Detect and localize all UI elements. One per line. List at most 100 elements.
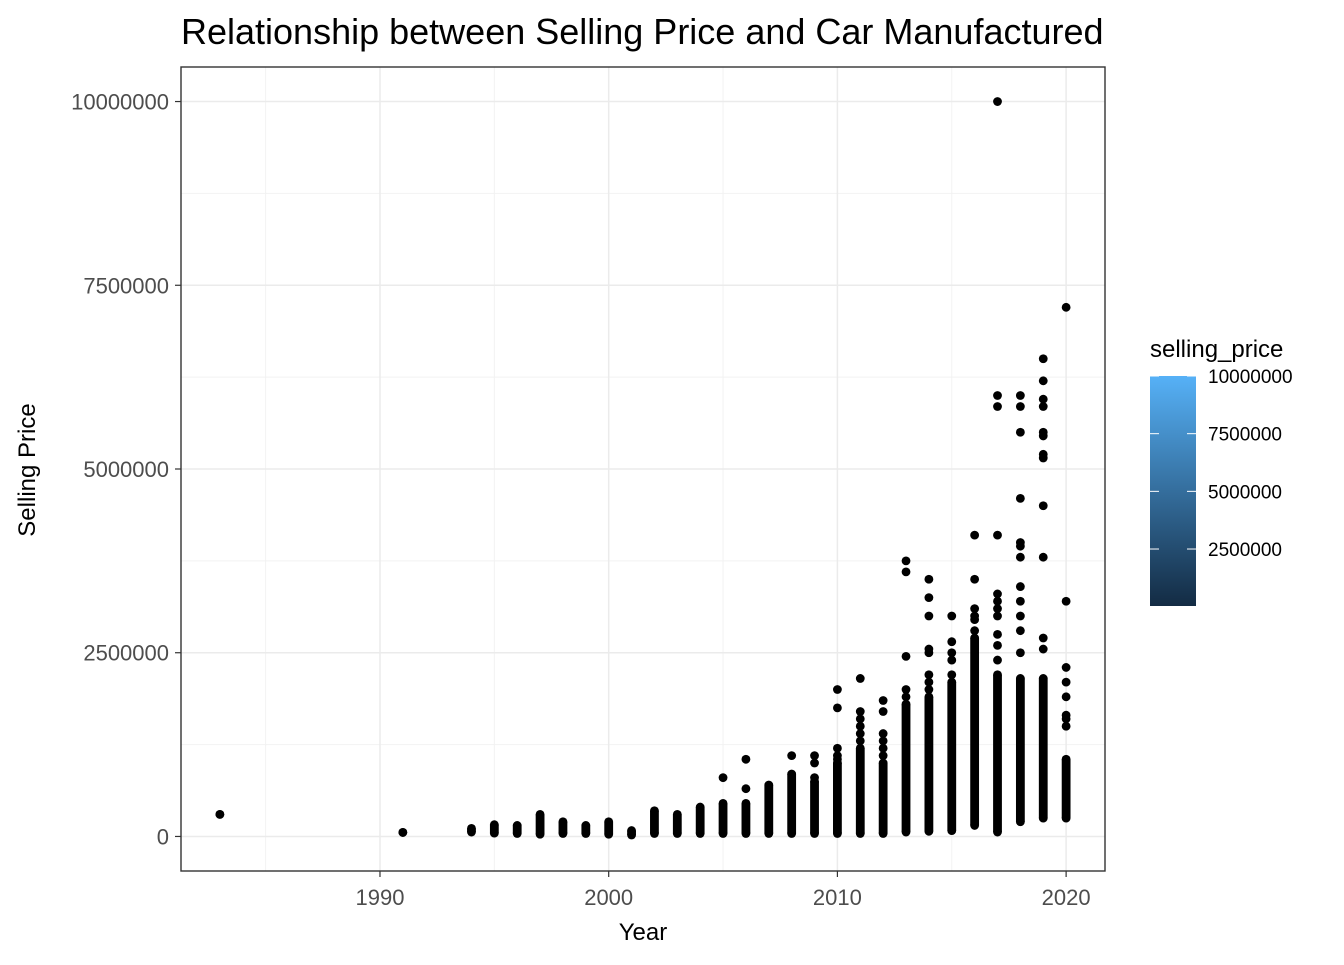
data-point <box>947 655 957 665</box>
data-point <box>993 611 1002 621</box>
data-point <box>993 97 1002 106</box>
data-point-cluster <box>764 785 774 834</box>
data-point <box>467 827 476 837</box>
data-point <box>901 685 911 694</box>
data-point <box>512 821 522 830</box>
data-point <box>764 780 774 790</box>
data-point <box>947 826 957 835</box>
data-point <box>924 593 934 603</box>
data-point <box>581 821 591 830</box>
data-point <box>1015 552 1025 562</box>
data-point <box>947 637 957 647</box>
data-point <box>970 530 980 540</box>
colorbar-label: 10000000 <box>1208 367 1293 388</box>
data-point <box>901 692 911 702</box>
legend: selling_price 2500000 5000000 7500000 10000… <box>1150 336 1293 606</box>
data-point <box>604 817 614 827</box>
data-point-cluster <box>878 762 888 834</box>
data-point-cluster <box>947 682 957 831</box>
data-point <box>855 714 865 724</box>
data-point <box>924 644 934 654</box>
x-tick-label: 2020 <box>1042 885 1091 910</box>
data-point <box>718 773 728 783</box>
data-point <box>833 743 842 753</box>
data-point <box>1038 674 1048 683</box>
data-point <box>1015 391 1025 400</box>
data-point-cluster <box>924 696 934 832</box>
data-point <box>489 828 499 838</box>
data-point <box>924 670 934 680</box>
data-point <box>947 670 957 680</box>
data-point-cluster <box>787 773 797 834</box>
data-point <box>695 829 705 838</box>
data-point <box>1038 644 1048 654</box>
data-point <box>1015 596 1025 606</box>
data-point <box>970 821 980 830</box>
data-point <box>878 707 888 716</box>
data-point <box>947 648 957 658</box>
data-point <box>855 729 865 738</box>
data-point <box>1038 427 1048 437</box>
data-point-cluster <box>741 803 751 834</box>
data-point <box>787 769 797 779</box>
data-point <box>924 611 934 621</box>
data-point <box>1038 552 1048 562</box>
data-point <box>1015 427 1025 437</box>
data-point <box>1015 582 1025 591</box>
data-point <box>718 829 728 838</box>
data-point <box>581 829 591 838</box>
colorbar-label: 5000000 <box>1208 482 1282 503</box>
data-point-cluster <box>535 814 545 835</box>
data-point <box>970 604 980 614</box>
data-point-cluster <box>1015 678 1025 822</box>
data-point <box>1038 813 1048 823</box>
data-point-cluster <box>970 638 980 826</box>
data-point <box>1061 677 1071 687</box>
y-tick-label: 10000000 <box>71 90 169 115</box>
data-point <box>1015 674 1025 683</box>
data-point <box>1038 394 1048 404</box>
data-point <box>833 829 842 838</box>
colorbar-label: 2500000 <box>1208 540 1282 561</box>
data-point <box>901 567 911 577</box>
data-point <box>1038 449 1048 459</box>
data-point-cluster <box>604 821 614 835</box>
data-point <box>558 829 568 838</box>
data-point-cluster <box>695 807 705 834</box>
data-point <box>993 589 1002 599</box>
data-point <box>1038 633 1048 643</box>
data-point <box>855 721 865 731</box>
data-point <box>878 751 888 761</box>
grid-layer <box>181 67 1105 871</box>
data-point <box>512 829 522 838</box>
data-point <box>672 829 682 838</box>
data-point <box>924 677 934 687</box>
data-point <box>924 692 934 702</box>
data-point <box>993 640 1002 650</box>
data-point <box>855 707 865 716</box>
x-tick-label: 2000 <box>584 885 633 910</box>
data-point <box>993 629 1002 639</box>
data-point <box>1061 721 1071 731</box>
data-point <box>489 820 499 830</box>
data-point <box>627 830 636 840</box>
data-point <box>970 611 980 621</box>
data-point-cluster <box>1061 759 1071 819</box>
data-point <box>1038 501 1048 511</box>
data-point <box>1038 354 1048 364</box>
x-tick-label: 2010 <box>813 885 862 910</box>
data-point-cluster <box>650 810 659 834</box>
colorbar-label: 7500000 <box>1208 425 1282 446</box>
data-point <box>1015 817 1025 827</box>
data-point <box>398 828 408 837</box>
y-tick-label: 7500000 <box>83 273 169 298</box>
data-point <box>878 829 888 838</box>
data-point <box>993 530 1002 540</box>
data-point <box>1015 493 1025 503</box>
data-point-cluster <box>558 821 568 834</box>
data-point-cluster <box>1038 678 1048 819</box>
data-point-cluster <box>718 803 728 834</box>
data-point <box>1015 538 1025 547</box>
data-point <box>855 736 865 746</box>
